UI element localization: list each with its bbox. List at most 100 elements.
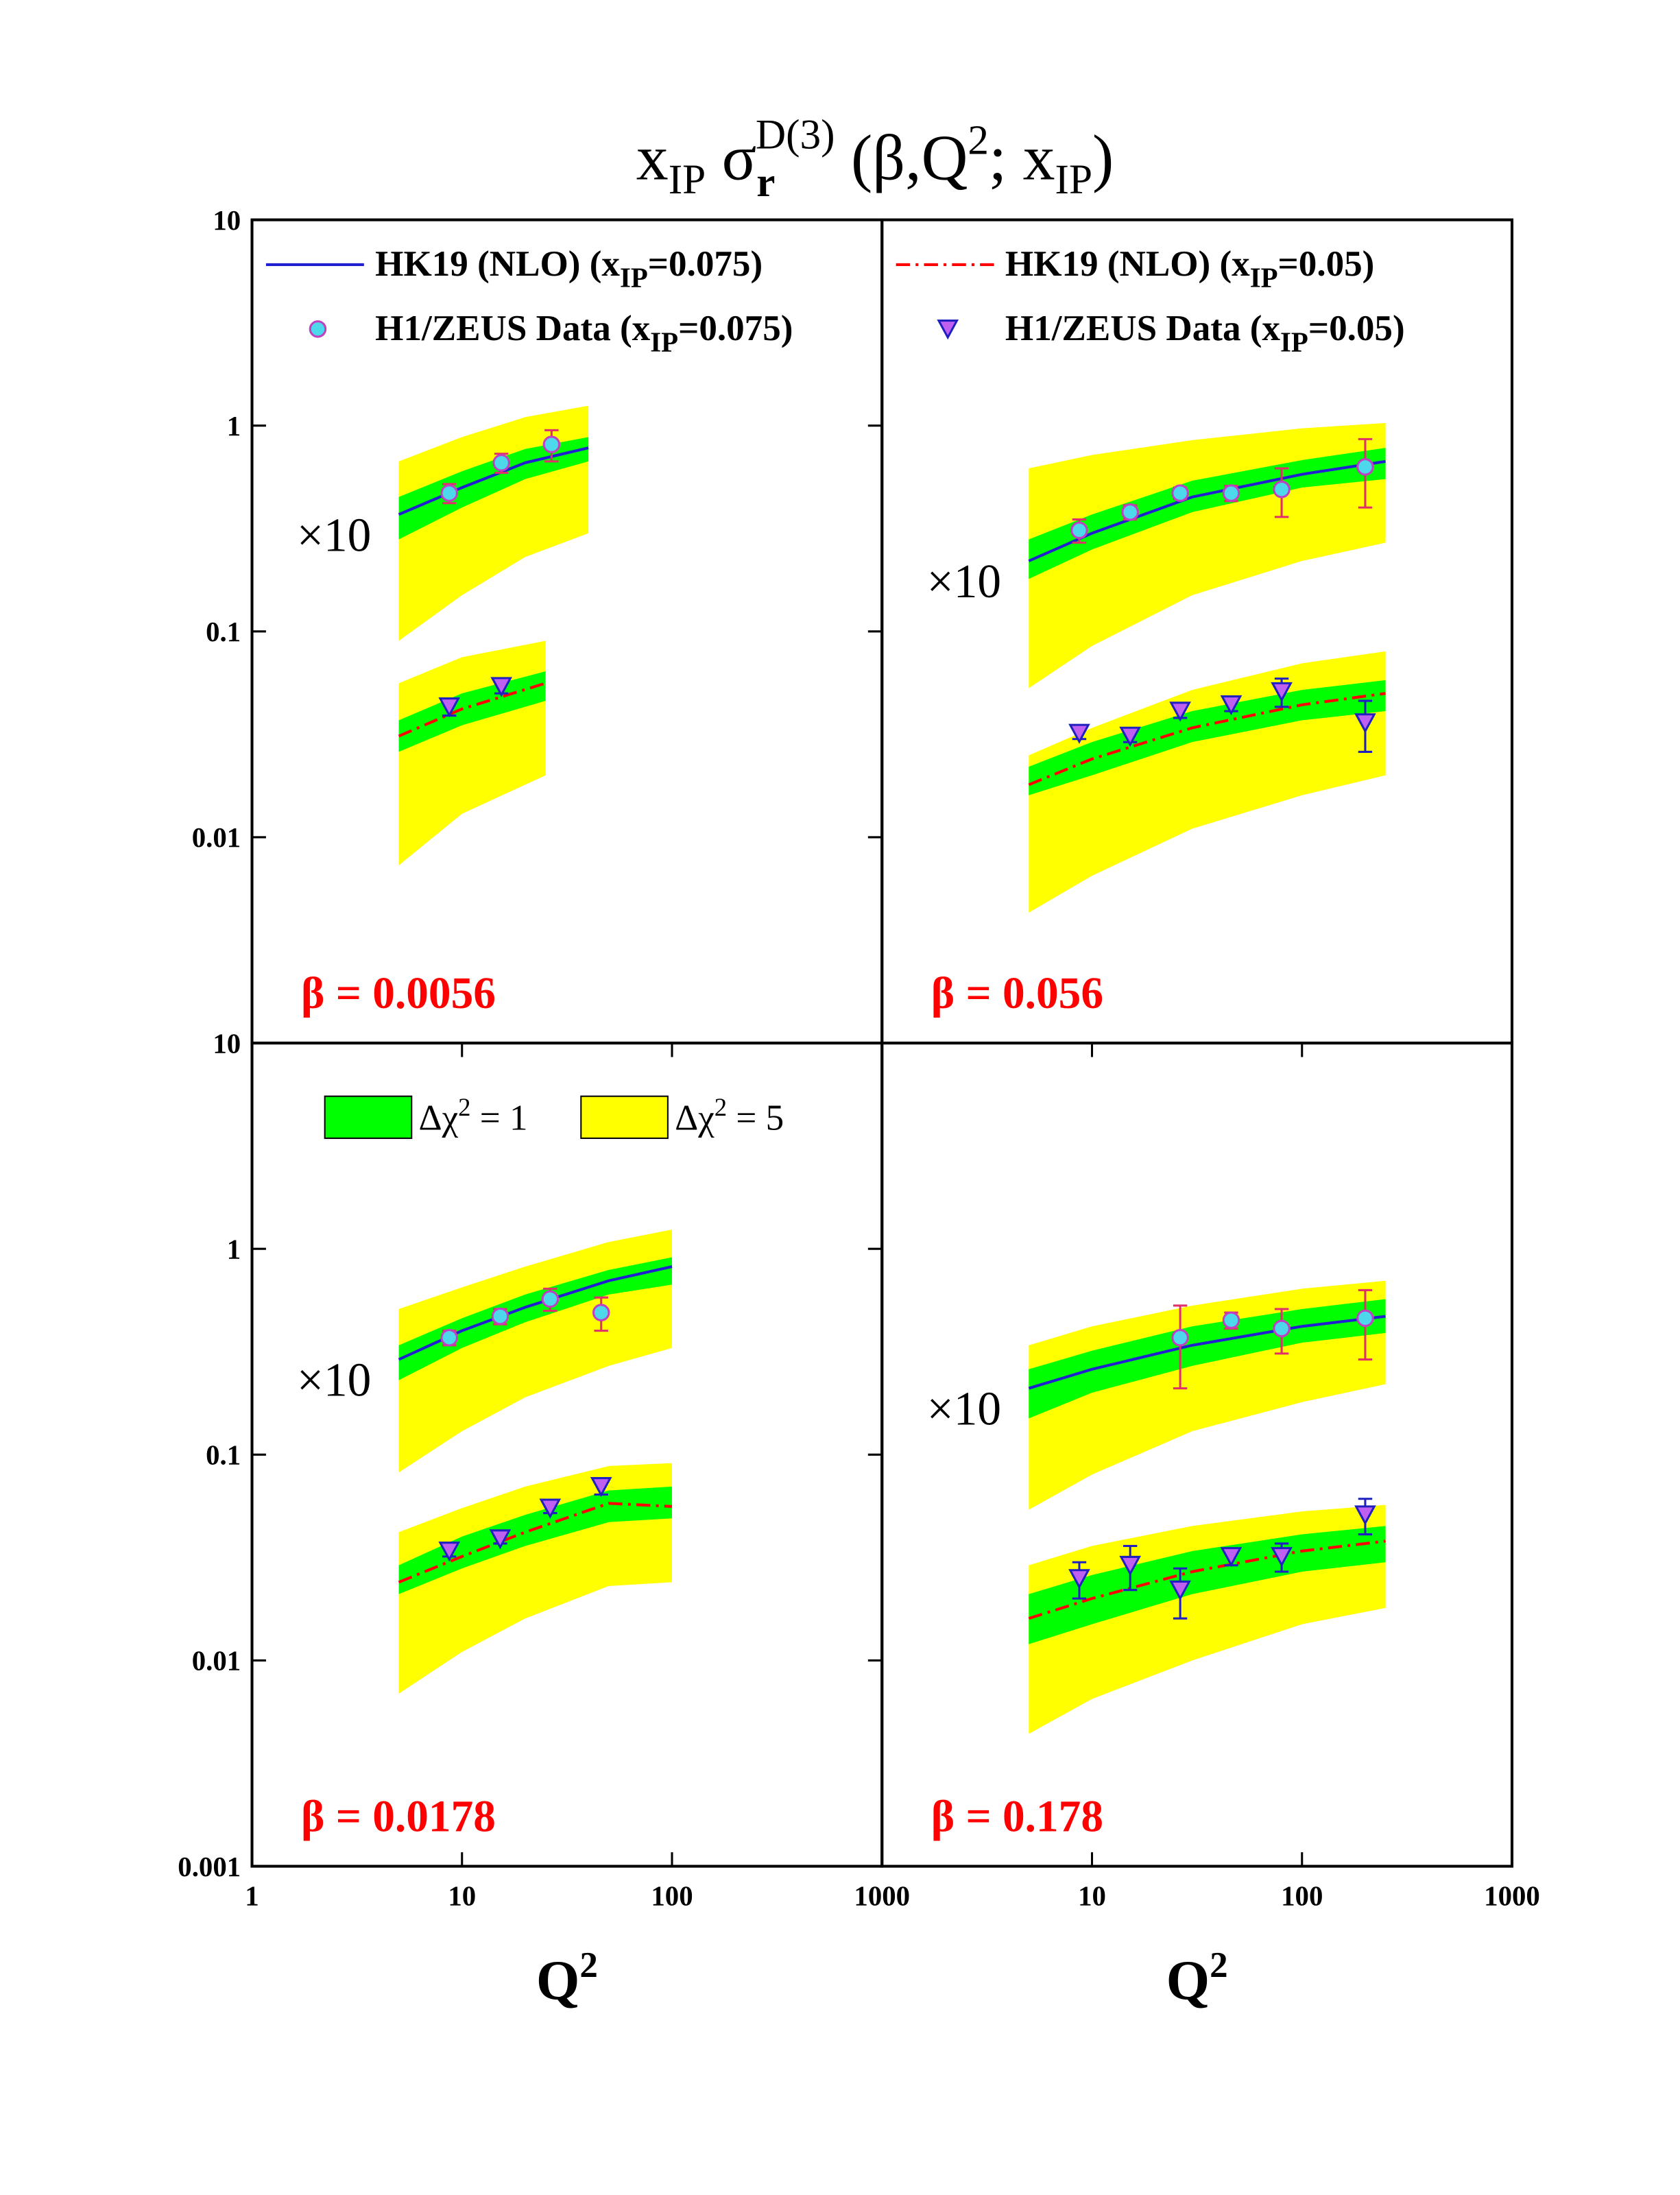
title-part: (β,Q — [835, 122, 968, 193]
title-part: IP — [1055, 156, 1092, 203]
legend-swatch — [580, 1095, 669, 1139]
label-part: 2 — [579, 1945, 598, 1985]
legend-label: Δχ2 = 1 — [418, 1093, 527, 1138]
label-part: 2 — [458, 1093, 470, 1121]
legend-marker — [309, 320, 327, 338]
band1-band — [398, 671, 546, 752]
fit-curve — [398, 682, 547, 738]
x-tick-label: 1000 — [1484, 1881, 1540, 1912]
data-point — [539, 1498, 562, 1519]
data-point — [1220, 1547, 1243, 1568]
label-part: =0.05) — [1278, 244, 1375, 284]
title-part: r — [756, 159, 775, 206]
data-point — [438, 1542, 461, 1562]
label-part: =0.05) — [1308, 309, 1405, 348]
data-point — [1121, 503, 1139, 521]
data-point — [440, 1329, 458, 1347]
x-axis-title: Q2 — [1166, 1945, 1228, 2012]
legend-swatch — [324, 1095, 413, 1139]
label-part: = 1 — [471, 1099, 528, 1138]
fit-curve — [398, 1502, 673, 1584]
data-point — [1356, 458, 1374, 476]
data-point — [438, 697, 461, 718]
label-part: IP — [650, 326, 678, 357]
figure-title: xIP σrD(3) (β,Q2; xIP) — [636, 111, 1114, 205]
legend-marker — [937, 320, 959, 340]
label-part: HK19 (NLO) (x — [1005, 244, 1250, 284]
scale-note: ×10 — [927, 555, 1002, 608]
title-part: D(3) — [756, 111, 835, 158]
data-point — [1273, 1319, 1291, 1338]
data-point — [440, 484, 458, 502]
title-part: 2 — [968, 117, 989, 164]
data-point — [1354, 1505, 1376, 1526]
y-tick-label: 0.001 — [178, 1851, 241, 1882]
title-part: σ — [706, 122, 756, 193]
fit-curve — [398, 446, 589, 516]
data-point — [541, 1290, 560, 1308]
x-tick-label: 100 — [1281, 1881, 1323, 1912]
beta-label: β = 0.178 — [931, 1792, 1103, 1842]
data-point — [1119, 726, 1142, 747]
data-point — [590, 1477, 612, 1498]
legend-label: HK19 (NLO) (xIP=0.05) — [1005, 244, 1374, 293]
label-part: H1/ZEUS Data (x — [375, 309, 651, 348]
data-point — [1271, 1547, 1293, 1568]
title-part: x — [636, 122, 669, 193]
band1-band — [1029, 680, 1386, 795]
band1-band — [398, 1486, 672, 1594]
data-point — [1222, 1311, 1240, 1330]
fit-curve — [1028, 1539, 1386, 1620]
fit-curve — [398, 1265, 673, 1361]
y-tick-label: 0.1 — [206, 616, 241, 647]
x-tick-label: 10 — [1078, 1881, 1106, 1912]
band5-band — [1029, 422, 1386, 688]
y-tick-label: 0.01 — [192, 1646, 241, 1677]
label-part: IP — [1280, 326, 1308, 357]
data-point — [1068, 723, 1090, 744]
data-point — [491, 1307, 509, 1326]
data-point — [1273, 480, 1291, 499]
x-tick-label: 1 — [245, 1881, 259, 1912]
y-tick-label: 10 — [213, 205, 241, 236]
beta-label: β = 0.056 — [931, 969, 1103, 1018]
label-part: =0.075) — [678, 309, 793, 348]
data-point — [1169, 701, 1191, 722]
band1-band — [398, 1257, 672, 1380]
label-part: Q — [536, 1950, 580, 2012]
data-point — [1356, 1309, 1374, 1328]
data-point — [1068, 1569, 1090, 1590]
data-point — [1220, 695, 1243, 716]
y-tick-label: 10 — [213, 1028, 241, 1059]
title-part: ; x — [989, 122, 1055, 193]
data-point — [492, 454, 510, 472]
x-tick-label: 100 — [651, 1881, 693, 1912]
scale-note: ×10 — [927, 1383, 1002, 1436]
data-point — [1354, 713, 1376, 734]
label-part: HK19 (NLO) (x — [375, 244, 620, 284]
y-tick-label: 1 — [227, 411, 241, 442]
data-point — [1222, 484, 1240, 502]
beta-label: β = 0.0056 — [301, 969, 496, 1018]
data-point — [542, 435, 561, 453]
data-point — [489, 1529, 512, 1550]
y-tick-label: 0.01 — [192, 822, 241, 853]
x-tick-label: 1000 — [854, 1881, 910, 1912]
label-part: = 5 — [727, 1099, 784, 1138]
y-tick-label: 0.1 — [206, 1440, 241, 1471]
data-point — [490, 677, 513, 697]
fit-curve — [1028, 459, 1386, 562]
x-tick-label: 10 — [448, 1881, 476, 1912]
band1-band — [1029, 448, 1386, 579]
title-part: IP — [669, 156, 706, 203]
legend-label: Δχ2 = 5 — [675, 1093, 784, 1138]
data-point — [1119, 1555, 1142, 1576]
label-part: =0.075) — [648, 244, 763, 284]
fit-curve — [1028, 1315, 1386, 1390]
data-point — [1171, 1329, 1189, 1347]
legend-label: H1/ZEUS Data (xIP=0.075) — [375, 309, 793, 357]
label-part: IP — [1250, 263, 1278, 293]
legend-label: HK19 (NLO) (xIP=0.075) — [375, 244, 763, 293]
